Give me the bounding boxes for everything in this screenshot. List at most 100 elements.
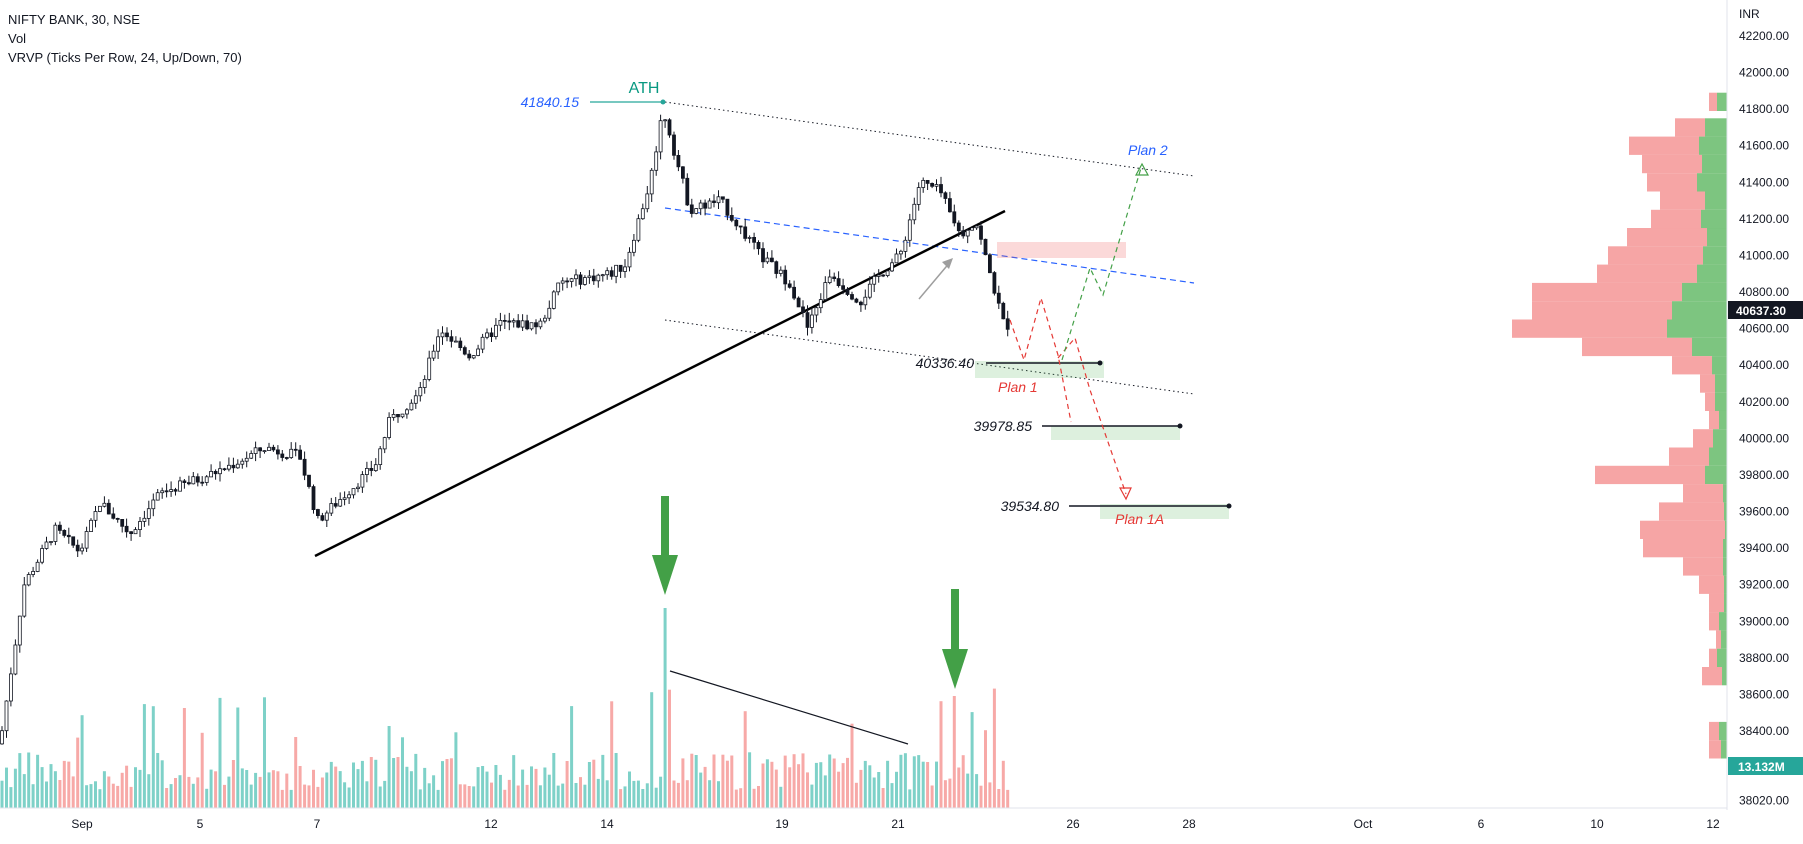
candle-body	[485, 332, 489, 338]
volume-profile-row-up	[1705, 118, 1727, 137]
volume-bar	[921, 761, 925, 808]
volume-bar	[619, 789, 623, 808]
price-tick-label: 40800.00	[1739, 285, 1789, 299]
volume-bar	[338, 771, 342, 808]
support-zone-3[interactable]	[1100, 504, 1229, 519]
volume-bar	[369, 757, 373, 808]
volume-decline-line[interactable]	[669, 670, 909, 745]
volume-bar	[107, 776, 111, 808]
blue-dashed-trendline[interactable]	[664, 207, 1195, 284]
support-zone-1[interactable]	[975, 361, 1104, 378]
volume-profile-row-up	[1712, 356, 1727, 375]
price-axis[interactable]: INR 42200.00 42000.00 41800.00 41600.00 4140…	[1739, 7, 1789, 808]
volume-bar	[516, 785, 520, 808]
volume-bar	[952, 696, 956, 808]
candle-body	[280, 453, 285, 458]
volume-profile-row-up	[1717, 92, 1727, 111]
volume-bar	[957, 767, 961, 808]
candle-body	[681, 166, 685, 179]
volume-bar	[441, 761, 444, 808]
volume-bar	[85, 785, 89, 808]
legend-symbol[interactable]: NIFTY BANK, 30, NSE	[8, 12, 140, 27]
current-price-tag-bg	[1728, 301, 1803, 319]
volume-profile-row-down	[1709, 648, 1717, 667]
time-tick-label: 12	[484, 817, 498, 831]
candle-body	[752, 236, 756, 243]
support-zone-2[interactable]	[1051, 426, 1180, 440]
volume-bar	[9, 787, 13, 808]
candle-body	[413, 395, 418, 404]
volume-bar	[565, 761, 569, 808]
legend-vrvp[interactable]: VRVP (Ticks Per Row, 24, Up/Down, 70)	[8, 50, 242, 65]
volume-profile-row-down	[1709, 740, 1721, 759]
candle-body	[903, 239, 908, 252]
price-tick-label: 39600.00	[1739, 505, 1789, 519]
candle-body	[17, 615, 22, 646]
volume-bar	[810, 784, 814, 808]
candle-body	[761, 248, 765, 263]
candle-body	[289, 448, 294, 458]
candle-body	[694, 208, 699, 214]
volume-bar	[436, 789, 440, 808]
volume-bar	[396, 757, 400, 808]
candle-body	[850, 294, 854, 300]
volume-bar	[182, 708, 186, 808]
volume-bar	[53, 771, 57, 808]
candle-body	[783, 269, 788, 285]
time-tick-label: 28	[1182, 817, 1196, 831]
candle-body	[859, 301, 863, 306]
candle-body	[22, 584, 27, 617]
candle-body	[329, 503, 334, 514]
candle-body	[13, 644, 18, 675]
volume-bar	[267, 772, 271, 808]
volume-bar	[748, 752, 752, 808]
volume-profile-row-up	[1713, 429, 1727, 448]
candle-body	[356, 486, 360, 490]
price-tick-label: 40600.00	[1739, 322, 1789, 336]
volume-bar	[899, 754, 903, 808]
volume-bar	[174, 778, 177, 808]
resistance-zone[interactable]	[997, 242, 1126, 258]
plan-2-label: Plan 2	[1128, 142, 1168, 158]
price-tick-label: 41800.00	[1739, 102, 1789, 116]
volume-bar	[71, 776, 75, 808]
volume-bar	[240, 768, 244, 808]
volume-profile-row-up	[1702, 154, 1727, 174]
volume-bar	[645, 783, 649, 808]
volume-profile-row-down	[1597, 264, 1697, 283]
candle-body	[516, 320, 521, 328]
grey-arrow-line	[918, 260, 952, 300]
volume-bar	[819, 762, 823, 808]
candle-body	[360, 474, 365, 488]
volume-bar	[761, 763, 765, 808]
candle-body	[400, 413, 405, 418]
price-axis-currency: INR	[1739, 7, 1760, 21]
volume-bar	[40, 767, 44, 808]
volume-bar	[485, 771, 489, 808]
price-tick-label: 40000.00	[1739, 431, 1789, 445]
candle-body	[200, 481, 205, 484]
candle-body	[765, 257, 770, 263]
candle-body	[364, 467, 369, 475]
plan-1a-arrowhead	[1118, 487, 1132, 501]
candle-body	[462, 347, 467, 355]
candle-body	[854, 298, 859, 303]
volume-profile-row-down	[1669, 447, 1709, 466]
rising-support-line[interactable]	[314, 209, 1006, 558]
volume-bar	[356, 769, 360, 808]
candle-body	[970, 227, 974, 231]
candle-body	[511, 320, 516, 323]
volume-profile-row-up	[1723, 557, 1727, 576]
volume-profile-row-down	[1532, 301, 1672, 320]
legend-volume[interactable]: Vol	[8, 31, 27, 46]
candle-body	[26, 574, 31, 586]
time-axis[interactable]: Sep 5 7 12 14 19 21 26 28 Oct 6 10 12	[71, 817, 1720, 831]
candle-body	[387, 416, 392, 438]
volume-bar	[360, 760, 364, 808]
level-3-point	[1226, 503, 1232, 509]
candle-body	[676, 154, 681, 168]
candle-body	[872, 275, 877, 285]
level-lines	[986, 360, 1232, 509]
